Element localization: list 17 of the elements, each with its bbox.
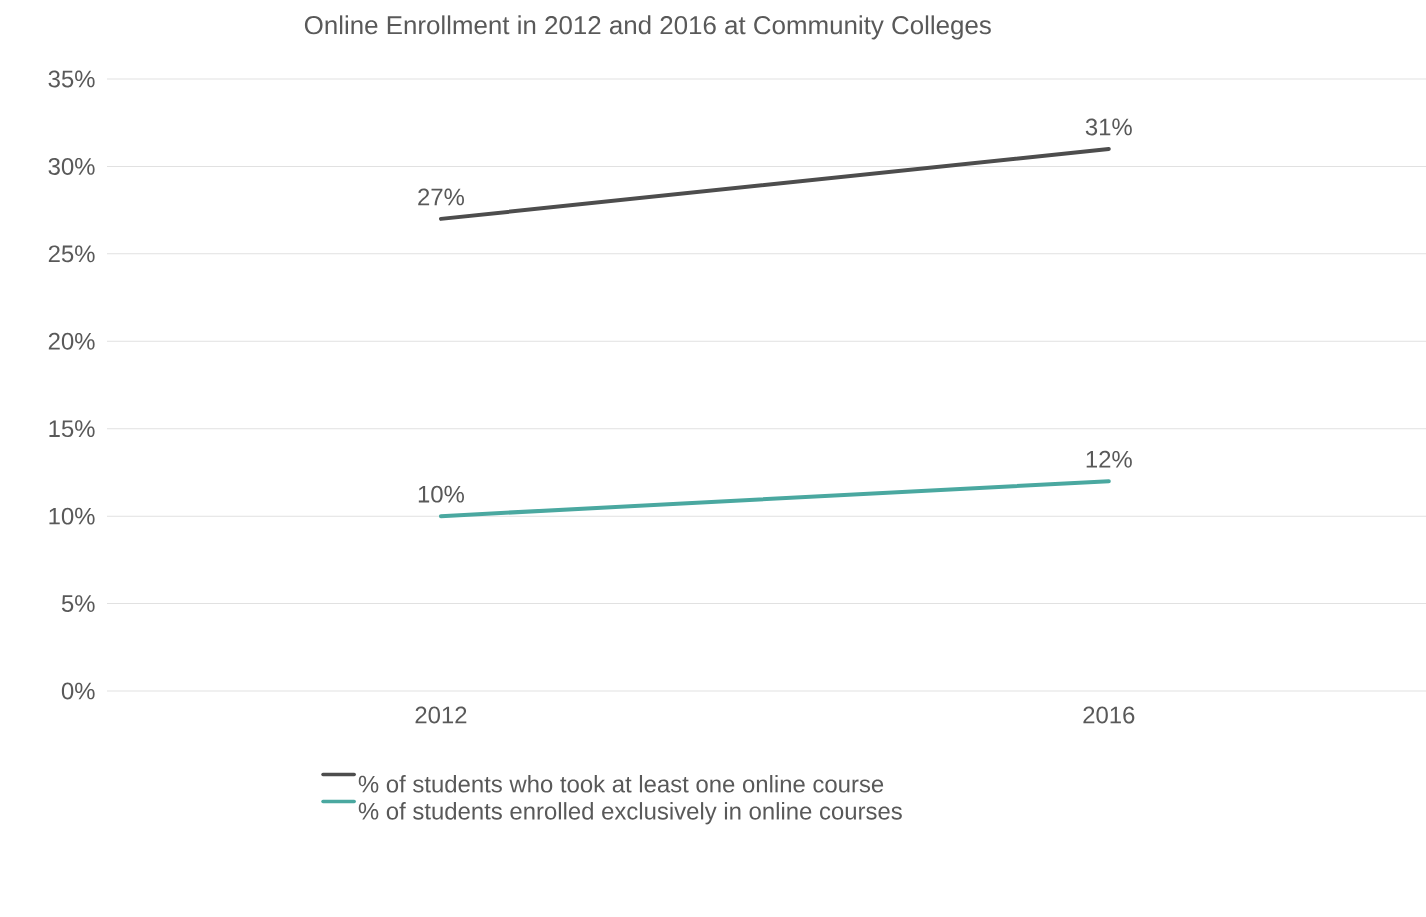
legend-label: % of students enrolled exclusively in online courses — [358, 802, 902, 825]
x-tick-label: 2012 — [415, 706, 467, 724]
data-label: 12% — [1086, 450, 1132, 468]
y-tick-label: 0% — [61, 682, 95, 700]
y-tick-label: 15% — [49, 420, 95, 438]
y-tick-label: 35% — [48, 70, 95, 88]
y-tick-label: 5% — [61, 595, 95, 612]
y-tick-label: 30% — [48, 157, 95, 175]
data-label: 10% — [418, 485, 464, 503]
y-tick-label: 25% — [48, 245, 95, 263]
x-tick-label: 2016 — [1083, 706, 1135, 724]
legend-label: % of students who took at least one online course — [358, 775, 884, 793]
y-tick-label: 10% — [49, 507, 95, 525]
data-label: 31% — [1085, 118, 1132, 136]
y-tick-label: 20% — [48, 332, 95, 350]
data-label: 27% — [418, 188, 464, 206]
chart-title: Online Enrollment in 2012 and 2016 at Community Colleges — [304, 15, 991, 40]
